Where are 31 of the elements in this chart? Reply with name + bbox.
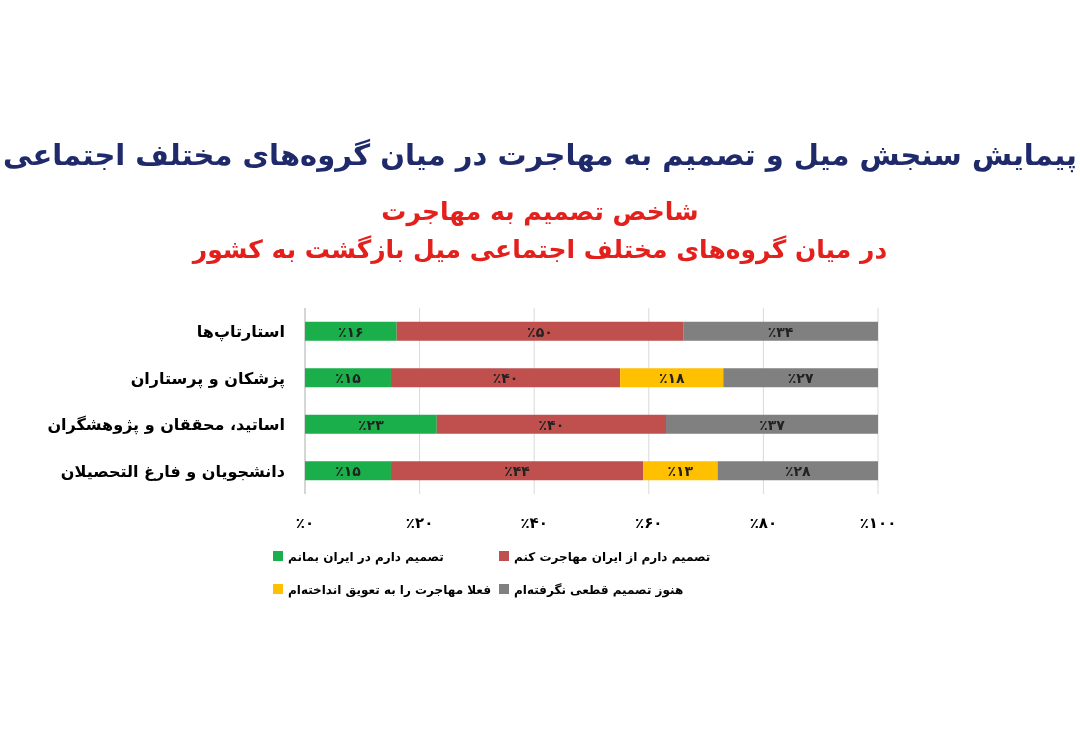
data-label: ٪۳۷ (759, 416, 786, 433)
title: پیمایش سنجش میل و تصمیم به مهاجرت در میان گروه‌های مختلف اجتماعی (3, 138, 1077, 172)
y-tick-label: استارتاپ‌ها (196, 322, 285, 343)
data-label: ٪۴۰ (492, 370, 519, 387)
x-tick-label: ٪۰ (295, 514, 315, 532)
data-label: ٪۱۸ (658, 370, 685, 387)
data-label: ٪۱۳ (667, 463, 694, 480)
data-label: ٪۲۷ (787, 370, 814, 387)
x-tick-label: ٪۶۰ (635, 514, 663, 532)
data-label: ٪۲۸ (784, 463, 812, 480)
data-label: ٪۳۴ (767, 323, 794, 340)
data-label: ٪۱۵ (335, 463, 362, 480)
x-tick-label: ٪۲۰ (405, 514, 434, 532)
subtitle: در میان گروه‌های مختلف اجتماعی میل بازگشت به کشور (192, 235, 888, 264)
x-tick-label: ٪۴۰ (520, 514, 548, 532)
legend-label: تصمیم دارم از ایران مهاجرت کنم (514, 550, 711, 565)
data-label: ٪۵۰ (527, 323, 553, 340)
y-tick-label: پزشکان و پرستاران (130, 368, 285, 389)
data-label: ٪۴۰ (538, 416, 565, 433)
legend-label: تصمیم دارم در ایران بمانم (288, 550, 444, 565)
data-label: ٪۴۴ (504, 463, 531, 480)
data-label: ٪۱۵ (335, 370, 362, 387)
x-tick-label: ٪۸۰ (749, 514, 778, 532)
data-label: ٪۱۶ (338, 323, 364, 340)
y-tick-label: دانشجویان و فارغ التحصیلان (60, 461, 285, 481)
legend-label: فعلا مهاجرت را به تعویق انداخته‌ام (288, 583, 491, 598)
legend-label: هنوز تصمیم قطعی نگرفته‌ام (514, 583, 684, 598)
data-label: ٪۲۳ (358, 416, 385, 433)
y-tick-label: اساتید، محققان و پژوهشگران (47, 415, 285, 436)
x-tick-label: ٪۱۰۰ (859, 514, 897, 532)
subtitle: شاخص تصمیم به مهاجرت (381, 197, 699, 226)
